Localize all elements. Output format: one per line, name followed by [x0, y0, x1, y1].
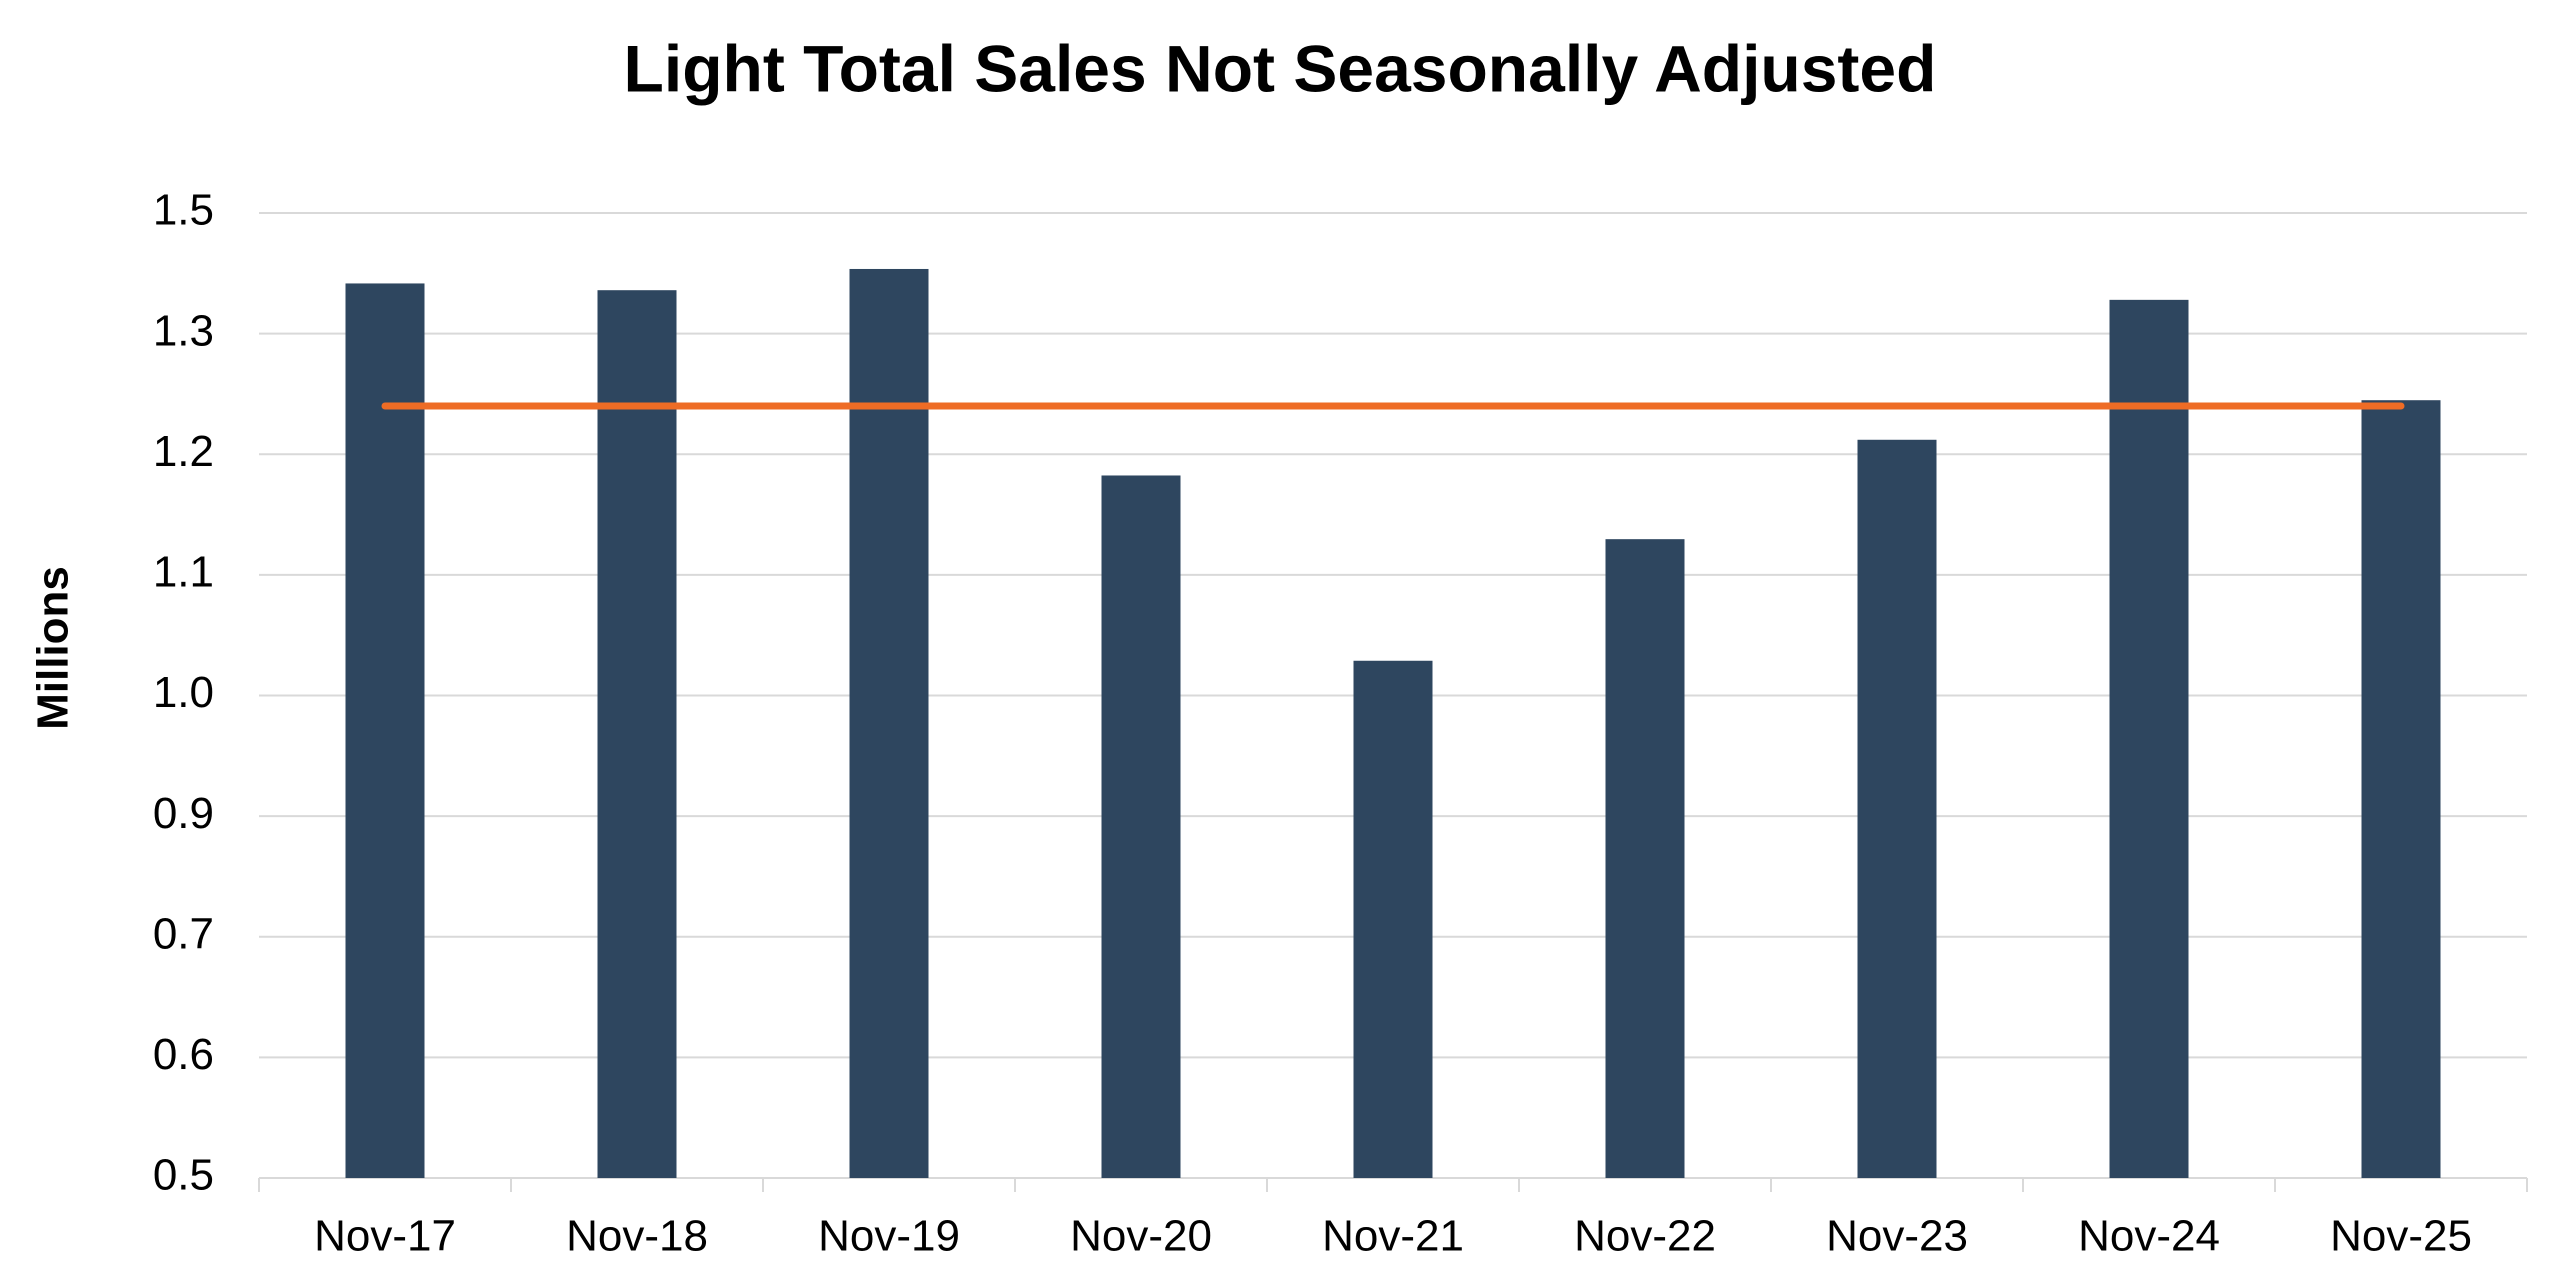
- y-tick-label: 0.6: [153, 1030, 214, 1079]
- y-axis-label: Millions: [29, 566, 78, 730]
- y-tick-label: 0.7: [153, 909, 214, 958]
- x-tick-label: Nov-18: [566, 1212, 708, 1261]
- bar: [1101, 475, 1181, 1179]
- bar: [2361, 400, 2441, 1179]
- x-tick-label: Nov-22: [1574, 1212, 1716, 1261]
- x-tick-label: Nov-19: [818, 1212, 960, 1261]
- x-tick-label: Nov-20: [1070, 1212, 1212, 1261]
- y-tick-label: 0.5: [153, 1151, 214, 1200]
- y-tick-label: 1.3: [153, 306, 214, 355]
- x-tick-label: Nov-21: [1322, 1212, 1464, 1261]
- y-tick-label: 0.9: [153, 789, 214, 838]
- chart-title: Light Total Sales Not Seasonally Adjuste…: [624, 31, 1937, 105]
- y-tick-label: 1.5: [153, 186, 214, 235]
- y-tick-label: 1.1: [153, 548, 214, 597]
- bar: [849, 268, 929, 1179]
- bar: [345, 283, 425, 1178]
- y-tick-label: 1.0: [153, 668, 214, 717]
- x-tick-label: Nov-24: [2078, 1212, 2220, 1261]
- bar: [1605, 539, 1685, 1178]
- bar: [2109, 299, 2189, 1179]
- bar: [1857, 439, 1937, 1178]
- bar: [1353, 660, 1433, 1178]
- y-tick-label: 1.2: [153, 427, 214, 476]
- bar: [597, 290, 677, 1178]
- x-tick-label: Nov-23: [1826, 1212, 1968, 1261]
- x-tick-label: Nov-17: [314, 1212, 456, 1261]
- x-tick-label: Nov-25: [2330, 1212, 2472, 1261]
